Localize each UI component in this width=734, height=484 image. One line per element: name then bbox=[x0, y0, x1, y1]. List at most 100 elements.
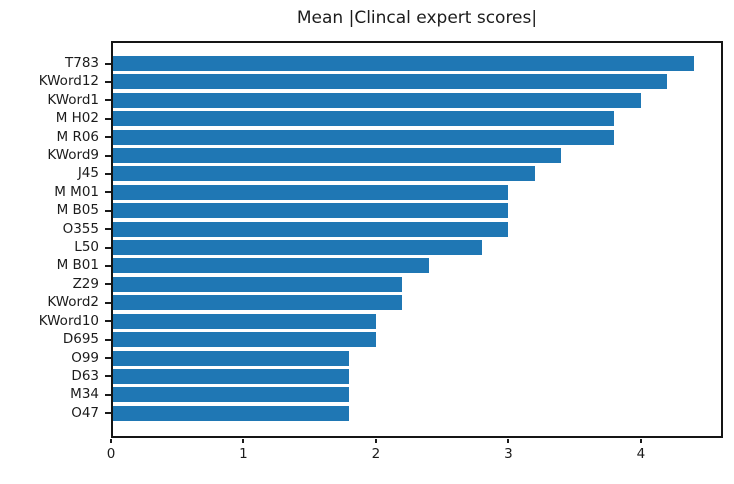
x-tick-label: 0 bbox=[106, 446, 116, 462]
y-axis-label: M R06 bbox=[56, 128, 100, 145]
bar-row: M B05 bbox=[0, 202, 723, 219]
y-tick-mark bbox=[105, 338, 111, 341]
bar-row: D63 bbox=[0, 367, 723, 384]
x-tick-mark bbox=[110, 439, 112, 443]
bar-track bbox=[111, 240, 723, 256]
y-tick-mark bbox=[105, 283, 111, 286]
bar-row: Z29 bbox=[0, 275, 723, 292]
bar-track bbox=[111, 56, 723, 71]
y-axis-label: O99 bbox=[71, 349, 99, 366]
bar-row: M H02 bbox=[0, 110, 723, 127]
y-tick-mark bbox=[105, 228, 111, 231]
y-tick-mark bbox=[105, 99, 111, 102]
bar bbox=[111, 313, 376, 329]
bar-row: M34 bbox=[0, 387, 723, 403]
bar bbox=[111, 74, 668, 90]
x-tick-label: 2 bbox=[371, 446, 381, 462]
y-tick-mark bbox=[105, 375, 111, 378]
bar bbox=[111, 350, 350, 366]
y-tick-mark bbox=[105, 357, 111, 359]
bar bbox=[111, 56, 694, 71]
bar-row: KWord9 bbox=[0, 147, 723, 164]
bar-track bbox=[111, 166, 723, 182]
bar-row: O355 bbox=[0, 220, 723, 237]
y-axis-label: KWord9 bbox=[47, 147, 99, 164]
y-axis-label: KWord2 bbox=[47, 294, 99, 311]
bar-track bbox=[111, 276, 723, 292]
bar-row: KWord12 bbox=[0, 73, 723, 90]
bar-track bbox=[111, 258, 723, 274]
bar bbox=[111, 221, 509, 237]
bar bbox=[111, 129, 615, 145]
x-tick-label: 1 bbox=[239, 446, 248, 462]
bar-track bbox=[111, 350, 723, 366]
y-tick-mark bbox=[105, 393, 111, 396]
bar bbox=[111, 295, 403, 311]
bar-row: KWord1 bbox=[0, 91, 723, 108]
y-axis-label: L50 bbox=[74, 239, 99, 256]
y-axis-label: D695 bbox=[62, 331, 99, 348]
y-tick-mark bbox=[105, 246, 111, 249]
y-axis-label: Z29 bbox=[72, 275, 99, 292]
bar-track bbox=[111, 313, 723, 329]
y-axis-label: O355 bbox=[62, 220, 99, 237]
x-axis: 0 1 2 3 4 bbox=[107, 439, 723, 471]
bar-row: M M01 bbox=[0, 183, 723, 200]
y-axis-label: M M01 bbox=[54, 183, 99, 200]
y-tick-mark bbox=[105, 412, 111, 415]
y-tick-mark bbox=[105, 320, 111, 323]
bar bbox=[111, 240, 482, 256]
bar-track bbox=[111, 111, 723, 127]
x-tick-mark bbox=[242, 439, 245, 443]
y-axis-label: O47 bbox=[71, 404, 99, 421]
y-tick-mark bbox=[105, 209, 111, 212]
y-tick-mark bbox=[105, 301, 111, 304]
bar bbox=[111, 111, 615, 127]
bar-track bbox=[111, 92, 723, 108]
x-tick-mark bbox=[374, 439, 377, 443]
bar bbox=[111, 405, 350, 421]
chart-title: Mean |Clincal expert scores| bbox=[296, 8, 538, 28]
bar bbox=[111, 92, 641, 108]
bar-row: L50 bbox=[0, 239, 723, 256]
x-tick-label: 3 bbox=[504, 446, 513, 462]
bar bbox=[111, 148, 562, 164]
y-tick-mark bbox=[105, 172, 111, 175]
bar bbox=[111, 276, 403, 292]
y-axis-label: T783 bbox=[64, 55, 99, 71]
bar bbox=[111, 258, 429, 274]
y-tick-mark bbox=[105, 191, 111, 194]
bar-row: J45 bbox=[0, 166, 723, 182]
x-tick-mark bbox=[639, 439, 642, 443]
bar-row: O99 bbox=[0, 349, 723, 366]
y-axis-label: KWord1 bbox=[47, 91, 99, 108]
bar-rows: T783 KWord12 KWord1 M H02 M R06 KWo bbox=[0, 41, 723, 438]
y-axis-label: KWord10 bbox=[38, 312, 99, 329]
bar-row: M B01 bbox=[0, 257, 723, 274]
bar-track bbox=[111, 203, 723, 219]
bar-row: KWord10 bbox=[0, 312, 723, 329]
bar-row: D695 bbox=[0, 331, 723, 348]
y-axis-label: M B01 bbox=[56, 257, 99, 274]
y-axis-label: M B05 bbox=[56, 202, 99, 219]
bar-row: T783 bbox=[0, 56, 723, 71]
x-tick-mark bbox=[507, 439, 510, 443]
bar bbox=[111, 368, 350, 384]
y-tick-mark bbox=[105, 80, 111, 83]
y-axis-label: D63 bbox=[71, 367, 99, 384]
y-axis-label: KWord12 bbox=[38, 73, 99, 90]
bar-track bbox=[111, 295, 723, 311]
bar-row: O47 bbox=[0, 404, 723, 421]
bar bbox=[111, 203, 509, 219]
y-tick-mark bbox=[105, 136, 111, 139]
bar-row: M R06 bbox=[0, 128, 723, 145]
bar-track bbox=[111, 184, 723, 200]
y-axis-label: M H02 bbox=[55, 110, 99, 127]
bar bbox=[111, 184, 509, 200]
bar bbox=[111, 332, 376, 348]
bar bbox=[111, 166, 535, 182]
y-tick-mark bbox=[105, 62, 111, 65]
bar bbox=[111, 387, 350, 403]
bar-row: KWord2 bbox=[0, 294, 723, 311]
